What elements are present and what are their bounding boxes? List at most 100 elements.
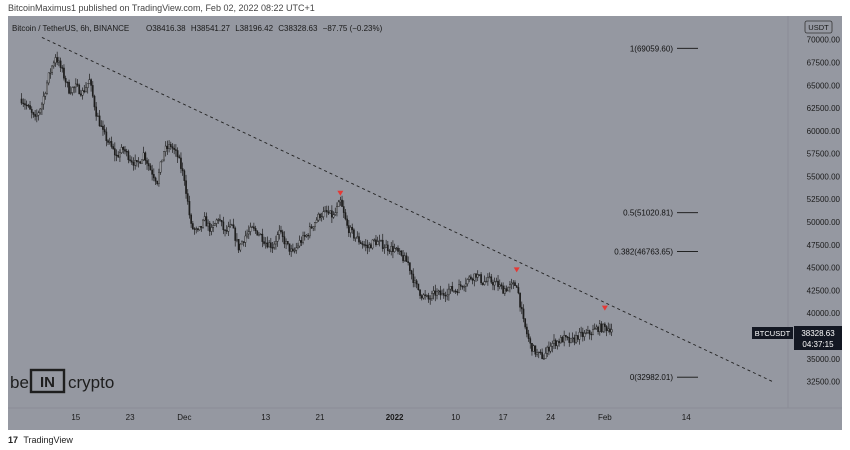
candle-body bbox=[119, 152, 121, 158]
price-tick-label: 50000.00 bbox=[807, 218, 841, 227]
candle-body bbox=[132, 161, 135, 166]
candle-body bbox=[224, 229, 226, 231]
candle-body bbox=[427, 295, 430, 300]
candle-body bbox=[481, 282, 484, 285]
candle-body bbox=[358, 236, 360, 243]
chart-svg[interactable]: 1(69059.60) 0.5(51020.81) 0.382(46763.65) 0… bbox=[8, 16, 842, 430]
currency-badge[interactable]: USDT bbox=[804, 20, 833, 34]
candle-body bbox=[280, 230, 282, 233]
trendline-group bbox=[41, 37, 775, 383]
candle-body bbox=[388, 250, 391, 252]
candle-body bbox=[74, 83, 77, 88]
candle-body bbox=[253, 226, 255, 229]
candle-body bbox=[286, 241, 289, 244]
candle-body bbox=[498, 284, 501, 287]
candle-body bbox=[259, 233, 262, 236]
candle-body bbox=[85, 87, 87, 93]
candle-body bbox=[510, 282, 513, 285]
candle-body bbox=[35, 114, 38, 117]
candle-body bbox=[144, 152, 147, 161]
candle-body bbox=[285, 241, 287, 245]
ohlc-high: H38541.27 bbox=[191, 24, 231, 33]
fib-level-label: 0.5(51020.81) bbox=[623, 209, 673, 218]
candle-body bbox=[161, 159, 164, 163]
candle-body bbox=[522, 308, 525, 319]
candle-body bbox=[107, 140, 109, 143]
tradingview-brand-text: TradingView bbox=[23, 435, 73, 445]
candle-body bbox=[420, 295, 423, 299]
candle-body bbox=[470, 276, 472, 280]
candle-body bbox=[242, 241, 245, 243]
candle-body bbox=[276, 234, 279, 242]
candle-body bbox=[52, 62, 55, 67]
candle-body bbox=[41, 103, 43, 110]
candle-body bbox=[230, 224, 233, 226]
candle-body bbox=[129, 159, 131, 161]
candle-body bbox=[536, 352, 538, 355]
candle-body bbox=[269, 242, 272, 248]
candle-body bbox=[78, 84, 81, 95]
time-tick-label: 21 bbox=[316, 413, 325, 422]
price-axis[interactable]: 70000.00 67500.00 65000.00 62500.00 60000.00… bbox=[807, 36, 841, 387]
candle-body bbox=[385, 244, 387, 248]
time-axis[interactable]: 15 23 Dec 13 21 2022 10 17 24 Feb 14 bbox=[71, 413, 691, 422]
candle-body bbox=[24, 103, 26, 106]
candle-body bbox=[448, 288, 450, 296]
time-tick-label: 10 bbox=[451, 413, 460, 422]
candle-body bbox=[529, 338, 532, 344]
candle-body bbox=[68, 81, 70, 94]
candle-body bbox=[202, 219, 204, 228]
candle-body bbox=[339, 199, 342, 203]
candle-body bbox=[483, 281, 486, 285]
fib-levels-group: 1(69059.60) 0.5(51020.81) 0.382(46763.65) 0… bbox=[614, 44, 698, 382]
candle-body bbox=[353, 229, 355, 239]
descending-trendline bbox=[41, 37, 775, 383]
candle-body bbox=[246, 233, 248, 237]
candle-body bbox=[336, 206, 338, 213]
candle-body bbox=[141, 159, 143, 164]
chart-panel[interactable]: 1(69059.60) 0.5(51020.81) 0.382(46763.65) 0… bbox=[8, 16, 842, 430]
price-tick-label: 35000.00 bbox=[807, 355, 841, 364]
candle-body bbox=[283, 236, 286, 245]
symbol-price-tag[interactable]: BTCUSDT 38328.63 04:37:15 bbox=[752, 326, 842, 350]
candle-body bbox=[93, 95, 96, 108]
candle-body bbox=[73, 86, 75, 89]
candle-body bbox=[185, 180, 187, 194]
candle-body bbox=[473, 273, 476, 281]
candle-body bbox=[493, 281, 496, 286]
candle-body bbox=[425, 295, 428, 297]
candle-body bbox=[458, 284, 460, 294]
candle-body bbox=[566, 336, 569, 338]
watermark-in: IN bbox=[40, 374, 55, 391]
time-tick-label: 2022 bbox=[386, 413, 404, 422]
candle-body bbox=[541, 352, 543, 359]
candle-body bbox=[588, 330, 591, 335]
candle-body bbox=[25, 104, 28, 106]
candle-body bbox=[503, 288, 506, 294]
candle-body bbox=[178, 156, 181, 159]
price-tick-label: 47500.00 bbox=[807, 241, 841, 250]
candle-body bbox=[417, 283, 420, 291]
candle-body bbox=[171, 146, 174, 149]
tradingview-logo[interactable]: 17 TradingView bbox=[8, 435, 73, 445]
candle-body bbox=[475, 273, 477, 278]
chart-title: Bitcoin / TetherUS, 6h, BINANCE bbox=[12, 24, 129, 33]
candle-body bbox=[203, 216, 206, 221]
candle-body bbox=[436, 291, 438, 296]
candle-body bbox=[515, 285, 518, 288]
candle-body bbox=[553, 339, 555, 344]
candle-body bbox=[373, 239, 376, 241]
candle-body bbox=[98, 115, 101, 127]
candle-body bbox=[395, 247, 398, 250]
candle-body bbox=[195, 228, 198, 230]
candle-body bbox=[103, 129, 106, 133]
candle-body bbox=[392, 245, 394, 252]
candle-body bbox=[434, 290, 437, 296]
last-price-value: 38328.63 bbox=[801, 329, 835, 338]
candle-body bbox=[113, 148, 116, 156]
candle-body bbox=[505, 288, 508, 292]
candle-body bbox=[610, 329, 613, 333]
candle-countdown: 04:37:15 bbox=[802, 340, 834, 349]
candle-body bbox=[95, 106, 98, 117]
candle-body bbox=[478, 274, 481, 276]
